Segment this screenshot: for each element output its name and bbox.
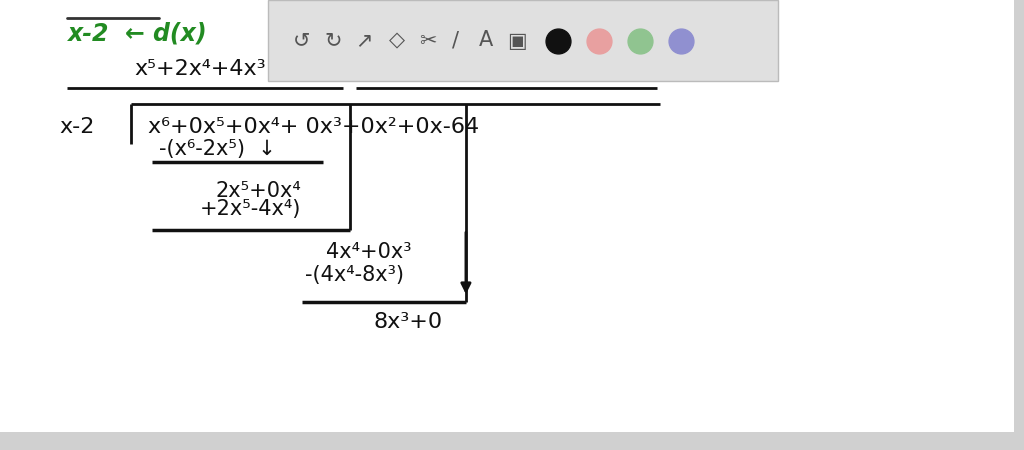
Bar (268, 0, 778, 81)
Point (632, 37, 648, 44)
Text: ↻: ↻ (324, 31, 342, 50)
Text: ↗: ↗ (354, 31, 373, 50)
Text: ↺: ↺ (293, 31, 311, 50)
Text: x⁶+0x⁵+0x⁴+ 0x³+0x²+0x-64: x⁶+0x⁵+0x⁴+ 0x³+0x²+0x-64 (148, 117, 479, 137)
Text: ▣: ▣ (507, 31, 527, 50)
Bar (1014, 0, 1024, 450)
Text: 2x⁵+0x⁴: 2x⁵+0x⁴ (215, 181, 301, 201)
Text: x-2: x-2 (59, 117, 95, 137)
Text: 4x⁴+0x³: 4x⁴+0x³ (326, 242, 411, 262)
Text: +2x⁵-4x⁴): +2x⁵-4x⁴) (200, 199, 301, 219)
Text: x-2  ← d(x): x-2 ← d(x) (69, 22, 208, 46)
Point (550, 37, 566, 44)
Text: -(x⁶-2x⁵)  ↓: -(x⁶-2x⁵) ↓ (159, 140, 275, 159)
Text: A: A (479, 31, 494, 50)
Bar (0, 432, 1024, 450)
Text: /: / (453, 31, 459, 50)
Point (591, 37, 607, 44)
Text: -(4x⁴-8x³): -(4x⁴-8x³) (305, 265, 404, 284)
Text: ◇: ◇ (389, 31, 406, 50)
Text: 8x³+0: 8x³+0 (374, 312, 443, 332)
Text: ✂: ✂ (419, 31, 437, 50)
Text: x⁵+2x⁴+4x³: x⁵+2x⁴+4x³ (134, 59, 265, 79)
Point (673, 37, 689, 44)
